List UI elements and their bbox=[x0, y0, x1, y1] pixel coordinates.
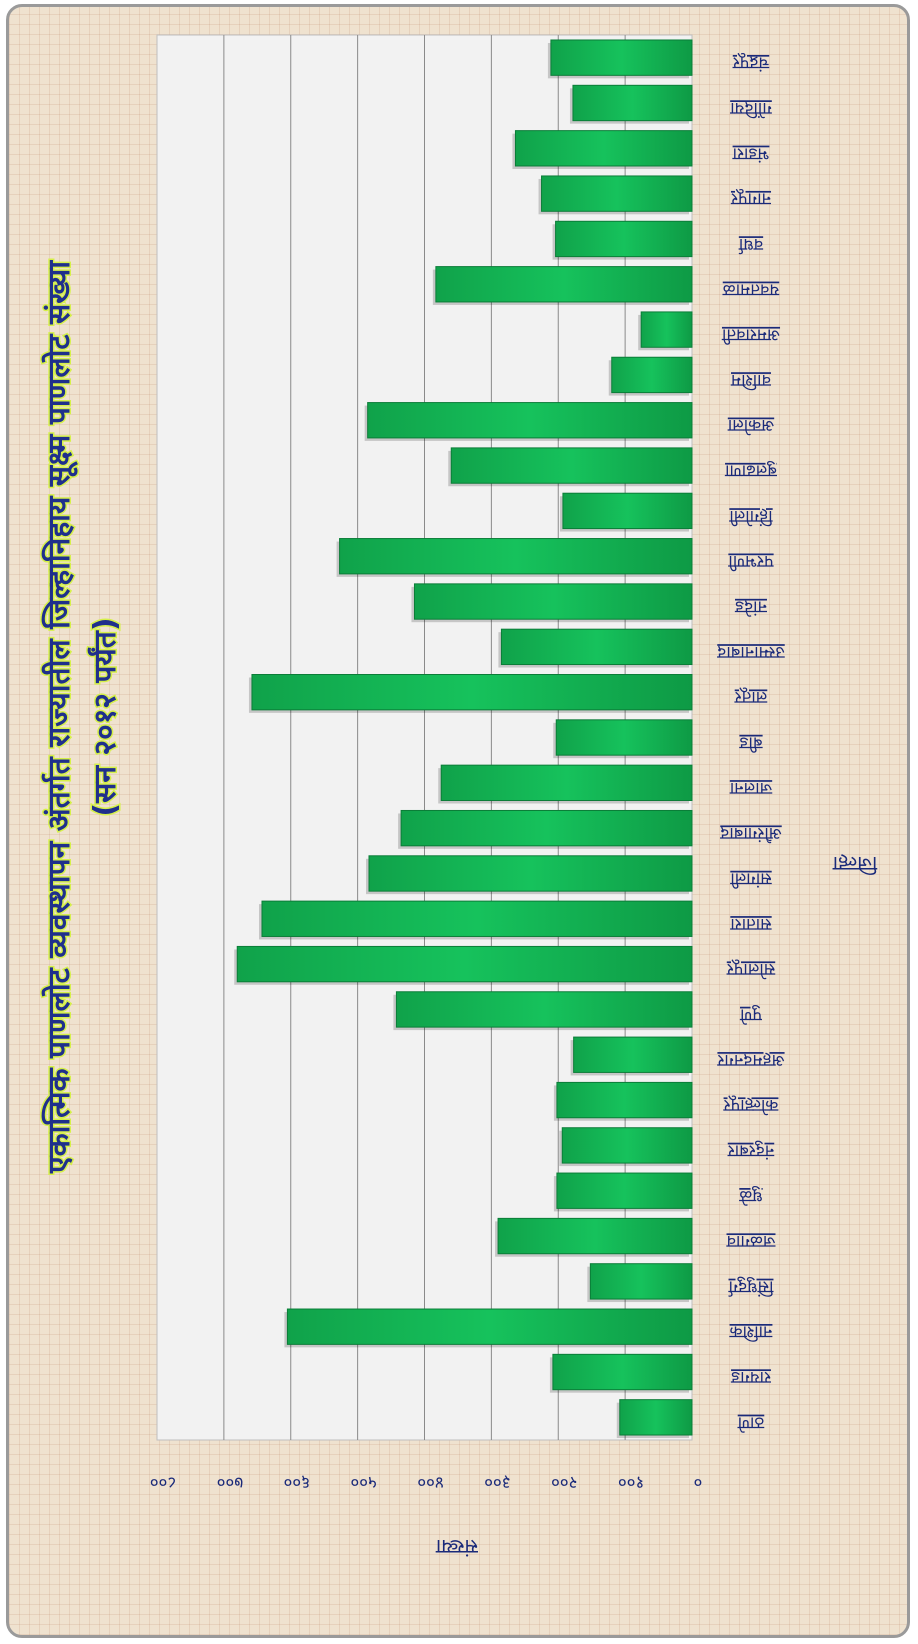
y-tick-label: ० bbox=[694, 1472, 703, 1492]
bar-chart: ठाणे रायगड नाशिक सिंधुदुर्ग जळगाव धुळे नंदुरबा… bbox=[40, 34, 877, 1559]
y-tick-label: ७०० bbox=[217, 1472, 244, 1492]
x-axis-label: जिल्हा bbox=[832, 852, 877, 876]
bar bbox=[251, 674, 693, 711]
category-label: हिंगोली bbox=[729, 506, 773, 527]
bar bbox=[589, 1263, 693, 1300]
category-label: अहमदनगर bbox=[716, 1050, 784, 1070]
category-label: औरंगाबाद bbox=[719, 823, 781, 844]
bar bbox=[339, 538, 693, 575]
bar bbox=[395, 991, 693, 1028]
bar bbox=[611, 356, 693, 394]
category-label: पुणे bbox=[739, 1004, 762, 1025]
bar bbox=[573, 1036, 693, 1073]
chart-subtitle: (सन २०१२ पर्यंत) bbox=[87, 617, 123, 816]
y-tick-label: ४०० bbox=[417, 1472, 444, 1492]
category-label: लातूर bbox=[734, 687, 768, 707]
category-label: अमरावती bbox=[721, 325, 780, 346]
category-label: जालना bbox=[729, 778, 772, 798]
category-label: चंद्रपूर bbox=[732, 53, 769, 73]
category-label: यवतमाळ bbox=[722, 279, 780, 299]
bar bbox=[368, 855, 693, 892]
category-label: उस्मानाबाद bbox=[716, 642, 784, 662]
y-tick-label: ५०० bbox=[350, 1472, 377, 1492]
category-label: नाशिक bbox=[729, 1322, 773, 1343]
bar bbox=[572, 84, 693, 122]
bar bbox=[550, 39, 693, 76]
y-tick-label: २०० bbox=[551, 1472, 578, 1492]
category-label: बुलढाणा bbox=[724, 461, 776, 481]
bar bbox=[541, 175, 693, 212]
bar bbox=[552, 1353, 693, 1391]
bar bbox=[440, 764, 693, 801]
category-label: बीड bbox=[738, 733, 762, 754]
y-tick-label: ८०० bbox=[150, 1472, 177, 1492]
bar bbox=[556, 1081, 693, 1119]
bar bbox=[261, 900, 693, 937]
category-label: कोल्हापूर bbox=[723, 1095, 779, 1116]
category-label: सांगली bbox=[730, 868, 772, 889]
category-label: गोंदिया bbox=[730, 98, 772, 119]
bar bbox=[514, 130, 693, 167]
bar bbox=[555, 719, 693, 756]
bar bbox=[236, 945, 693, 983]
category-label: धुळे bbox=[738, 1186, 762, 1207]
category-label: ठाणे bbox=[737, 1412, 764, 1433]
y-tick-label: ६०० bbox=[283, 1472, 310, 1492]
bar bbox=[500, 628, 693, 666]
bars bbox=[234, 39, 693, 1439]
category-label: नंदुरबार bbox=[727, 1140, 775, 1160]
category-label: सातारा bbox=[730, 914, 772, 934]
category-label: अकोला bbox=[727, 415, 774, 436]
bar bbox=[562, 492, 693, 530]
y-axis-label: संख्या bbox=[435, 1535, 478, 1559]
category-label: वर्धा bbox=[738, 234, 763, 255]
bar bbox=[555, 220, 693, 258]
category-label: भंडारा bbox=[732, 143, 769, 163]
bar bbox=[497, 1217, 693, 1255]
category-label: सोलापूर bbox=[726, 959, 775, 980]
category-label: सिंधुदुर्ग bbox=[728, 1276, 774, 1297]
category-label: नागपूर bbox=[730, 189, 771, 209]
bar bbox=[619, 1399, 693, 1436]
bar bbox=[286, 1308, 693, 1345]
bar bbox=[400, 809, 693, 847]
category-label: जळगाव bbox=[726, 1231, 776, 1251]
value-tick-labels: ० १०० २०० ३०० ४०० ५०० ६०० ७०० ८०० bbox=[150, 1472, 703, 1492]
bar bbox=[450, 447, 693, 484]
category-label: वाशिम bbox=[730, 370, 771, 391]
bar bbox=[556, 1172, 693, 1209]
chart-frame: ठाणे रायगड नाशिक सिंधुदुर्ग जळगाव धुळे नंदुरबा… bbox=[6, 4, 910, 1638]
bar bbox=[640, 311, 693, 348]
category-labels: ठाणे रायगड नाशिक सिंधुदुर्ग जळगाव धुळे नंदुरबा… bbox=[716, 53, 784, 1434]
y-tick-label: ३०० bbox=[484, 1472, 511, 1492]
bar bbox=[367, 402, 693, 439]
bar bbox=[413, 583, 693, 620]
bar bbox=[435, 266, 693, 303]
category-label: रायगड bbox=[730, 1367, 771, 1387]
bar bbox=[561, 1127, 693, 1164]
category-label: परभणी bbox=[728, 551, 774, 572]
category-label: नांदेड bbox=[734, 597, 767, 618]
chart-title: एकात्मिक पाणलोट व्यवस्थापन अंतर्गत राज्य… bbox=[41, 260, 78, 1174]
y-tick-label: १०० bbox=[618, 1472, 645, 1492]
